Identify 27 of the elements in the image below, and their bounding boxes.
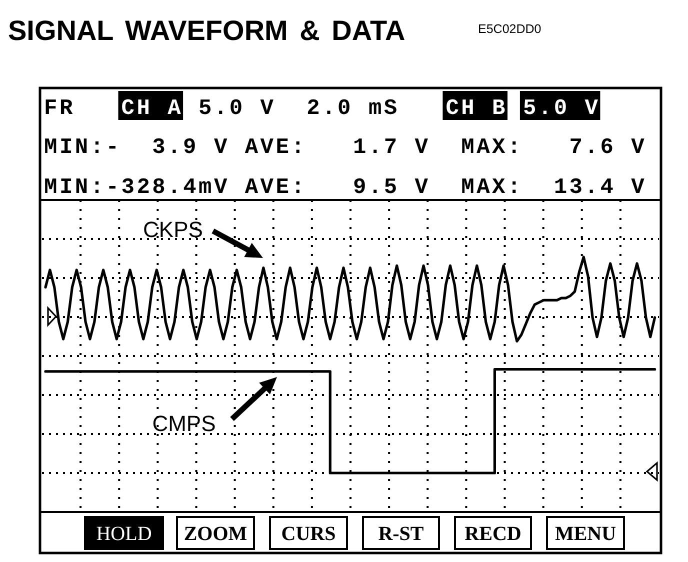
text: 13.4 V	[554, 175, 647, 200]
chart-title: SIGNAL WAVEFORM & DATA	[8, 15, 406, 46]
button: HOLD	[84, 516, 164, 550]
text: 2.0 mS	[306, 96, 400, 121]
text: MIN:-328.4mV	[44, 175, 230, 200]
text: MAX:	[461, 175, 523, 200]
button: MENU	[546, 516, 625, 550]
button: RECD	[454, 516, 532, 550]
legend-label: CKPS	[143, 217, 203, 242]
button: ZOOM	[176, 516, 255, 550]
series-label: CMPS	[152, 411, 216, 436]
text: AVE:	[244, 175, 307, 200]
chart-subtitle: E5C02DD0	[478, 22, 542, 36]
text: 7.6 V	[569, 135, 647, 160]
text: 5.0 V	[522, 96, 600, 121]
text: AVE:	[244, 135, 307, 160]
text: 3.9 V	[152, 135, 230, 160]
text: MAX:	[461, 135, 523, 160]
text: 9.5 V	[353, 175, 430, 200]
text: MIN:-	[44, 135, 122, 160]
text: FR	[44, 96, 75, 121]
button: R-ST	[362, 516, 440, 550]
button: CURS	[269, 516, 348, 550]
text: 5.0 V	[198, 96, 276, 121]
text: CH A	[121, 96, 184, 121]
text: CH B	[446, 96, 508, 121]
text: 1.7 V	[353, 135, 430, 160]
